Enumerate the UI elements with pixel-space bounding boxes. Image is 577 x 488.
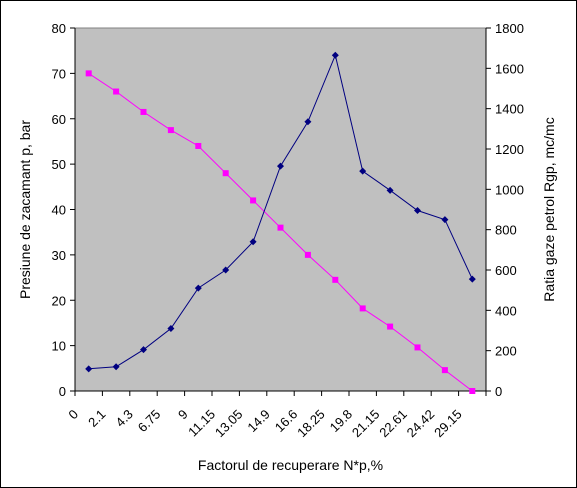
series-1-point: [222, 170, 229, 177]
x-ticks: 0 2.1 4.36.75 911.1513.0514.916.618.2519.82…: [65, 391, 487, 441]
series-2-point: [331, 51, 339, 59]
left-tick-label: 10: [52, 339, 66, 354]
x-tick-label: 9: [175, 407, 191, 423]
x-tick-label: 18.25: [294, 407, 328, 441]
plot-area: [74, 27, 487, 392]
series-1-point: [277, 224, 284, 231]
x-tick-label: 11.15: [185, 407, 218, 440]
series-1-point: [332, 276, 339, 283]
series-1-point: [85, 70, 92, 77]
x-tick-label: 2.1: [85, 407, 108, 430]
right-y-ticks: 0 200 400 600 800 1000 1200 1400 1600 1800: [486, 21, 524, 399]
x-tick-label: 14.9: [244, 407, 273, 436]
series-1-point: [469, 388, 476, 394]
right-tick-label: 1400: [495, 102, 524, 117]
right-tick-label: 800: [495, 223, 517, 238]
series-2-point: [441, 216, 449, 224]
x-tick-label: 22.61: [376, 407, 410, 441]
series-2-point: [222, 266, 230, 274]
series-layer: [85, 51, 476, 394]
series-1-point: [441, 367, 448, 374]
series-1-point: [387, 323, 394, 330]
right-tick-label: 200: [495, 344, 517, 359]
right-y-axis-title: Ratia gaze petrol Rgp, mc/mc: [541, 117, 557, 301]
x-tick-label: 0: [65, 407, 81, 423]
series-2-point: [249, 238, 257, 246]
left-y-ticks: 0 10 20 30 40 50 60 70 80: [52, 21, 75, 399]
series-1-point: [359, 305, 366, 312]
series-1-point: [113, 88, 120, 95]
x-axis-title: Factorul de recuperare N*p,%: [198, 457, 383, 473]
series-1-point: [414, 344, 421, 351]
left-y-axis-title: Presiune de zacamant p, bar: [17, 120, 33, 299]
series-2-point: [386, 186, 394, 194]
x-tick-label: 4.3: [113, 407, 136, 430]
x-tick-label: 6.75: [135, 407, 164, 436]
x-tick-label: 13.05: [212, 407, 246, 441]
right-tick-label: 400: [495, 303, 517, 318]
x-tick-label: 21.15: [349, 407, 383, 441]
series-2-point: [85, 365, 93, 373]
series-2-point: [112, 363, 120, 371]
series-2-point: [140, 346, 147, 354]
series-2-point: [414, 207, 421, 215]
right-tick-label: 1600: [495, 61, 524, 76]
left-tick-label: 40: [52, 203, 66, 218]
right-tick-label: 1800: [495, 21, 524, 36]
right-tick-label: 0: [495, 384, 502, 399]
right-tick-label: 1000: [495, 182, 524, 197]
series-2-point: [304, 118, 312, 126]
series-1-point: [250, 197, 257, 204]
left-tick-label: 80: [52, 21, 66, 36]
series-1-point: [304, 251, 311, 258]
series-2-point: [167, 324, 175, 332]
left-tick-label: 70: [52, 66, 66, 81]
series-2-point: [277, 162, 284, 170]
series-2-point: [359, 167, 367, 175]
left-tick-label: 50: [52, 157, 66, 172]
left-tick-label: 20: [52, 293, 66, 308]
left-tick-label: 0: [59, 384, 66, 399]
series-1-point: [167, 127, 174, 134]
left-tick-label: 30: [52, 248, 66, 263]
series-2-point: [468, 275, 476, 283]
x-tick-label: 29.15: [431, 407, 465, 441]
left-tick-label: 60: [52, 112, 66, 127]
right-tick-label: 600: [495, 263, 517, 278]
series-1-point: [140, 108, 147, 115]
right-tick-label: 1200: [495, 142, 524, 157]
x-tick-label: 24.42: [404, 407, 438, 441]
series-1-point: [195, 142, 202, 149]
series-2-point: [194, 284, 202, 292]
